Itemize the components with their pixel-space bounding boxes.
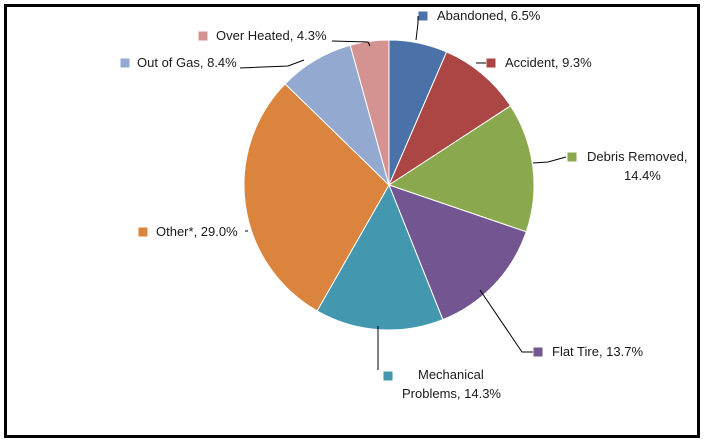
data-label-other: Other*, 29.0% <box>156 224 238 239</box>
label-marker-over-heated <box>198 31 208 41</box>
data-label-over-heated: Over Heated, 4.3% <box>216 28 327 43</box>
label-marker-mechanical-problems <box>383 371 393 381</box>
data-label-flat-tire: Flat Tire, 13.7% <box>552 344 643 359</box>
data-label-mechanical-problems-line2: Problems, 14.3% <box>402 386 501 401</box>
pie-slice-over-heated <box>349 39 390 186</box>
data-label-mechanical-problems-line1: Mechanical <box>418 367 484 382</box>
pie-slices <box>243 39 535 331</box>
label-marker-out-of-gas <box>120 58 130 68</box>
leader-line-flat-tire <box>479 289 533 353</box>
pie-slice-flat-tire <box>388 184 527 321</box>
data-label-debris-removed-line1: Debris Removed, <box>587 149 687 164</box>
pie-slice-other <box>243 83 390 312</box>
leader-line-over-heated <box>331 40 371 47</box>
data-label-accident: Accident, 9.3% <box>505 55 592 70</box>
leader-line-out-of-gas <box>239 59 305 69</box>
label-marker-debris-removed <box>567 152 577 162</box>
label-marker-other <box>138 227 148 237</box>
label-marker-flat-tire <box>533 347 543 357</box>
data-labels: Abandoned, 6.5% Accident, 9.3% Debris Remo… <box>120 8 687 401</box>
leader-lines <box>239 16 567 370</box>
data-label-out-of-gas: Out of Gas, 8.4% <box>137 55 237 70</box>
leader-line-debris-removed <box>532 156 567 164</box>
data-label-debris-removed-line2: 14.4% <box>624 168 661 183</box>
label-marker-abandoned <box>418 11 428 21</box>
pie-slice-accident <box>387 51 512 187</box>
label-marker-accident <box>486 58 496 68</box>
data-label-abandoned: Abandoned, 6.5% <box>437 8 541 23</box>
pie-slice-mechanical-problems <box>316 183 444 331</box>
leader-line-abandoned <box>415 16 419 41</box>
pie-slice-debris-removed <box>387 105 535 233</box>
